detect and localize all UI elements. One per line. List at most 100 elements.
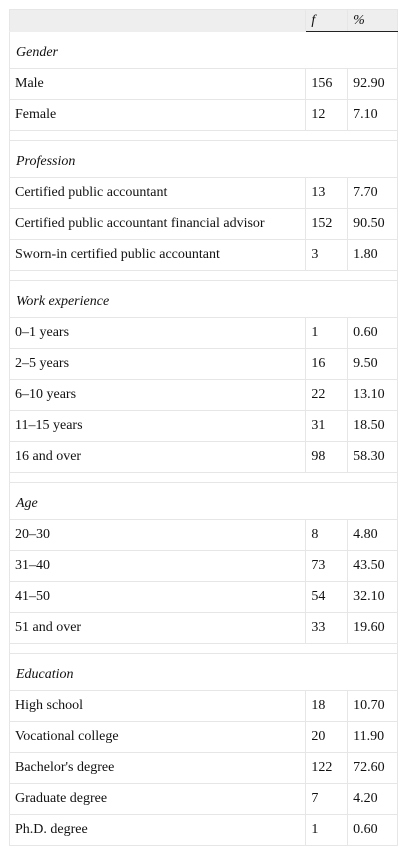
spacer-cell bbox=[9, 270, 398, 281]
spacer-cell bbox=[9, 643, 398, 654]
row-frequency: 7 bbox=[305, 783, 349, 815]
row-label: 16 and over bbox=[8, 441, 307, 473]
row-label: Vocational college bbox=[8, 721, 307, 753]
header-row: f % bbox=[8, 9, 398, 32]
row-label: Female bbox=[8, 99, 307, 131]
header-frequency: f bbox=[305, 9, 349, 32]
section-header-row: Work experience bbox=[9, 280, 398, 318]
table-row: 2–5 years 16 9.50 bbox=[8, 348, 398, 380]
table-row: Ph.D. degree 1 0.60 bbox=[8, 814, 398, 846]
table-row: Sworn-in certified public accountant 3 1.8… bbox=[8, 239, 398, 271]
row-frequency: 18 bbox=[305, 690, 349, 722]
row-label: 11–15 years bbox=[8, 410, 307, 442]
row-label: Bachelor's degree bbox=[8, 752, 307, 784]
row-label: 6–10 years bbox=[8, 379, 307, 411]
row-percent: 11.90 bbox=[347, 721, 398, 753]
row-percent: 58.30 bbox=[347, 441, 398, 473]
section-spacer bbox=[9, 270, 398, 281]
table-row: 51 and over 33 19.60 bbox=[8, 612, 398, 644]
table-row: 20–30 8 4.80 bbox=[8, 519, 398, 551]
row-label: High school bbox=[8, 690, 307, 722]
row-percent: 18.50 bbox=[347, 410, 398, 442]
row-label: 20–30 bbox=[8, 519, 307, 551]
row-label: 0–1 years bbox=[8, 317, 307, 349]
row-label: Certified public accountant bbox=[8, 177, 307, 209]
row-label: Certified public accountant financial ad… bbox=[8, 208, 307, 240]
table-row: 6–10 years 22 13.10 bbox=[8, 379, 398, 411]
section-title: Work experience bbox=[9, 280, 398, 318]
row-frequency: 98 bbox=[305, 441, 349, 473]
table-row: 16 and over 98 58.30 bbox=[8, 441, 398, 473]
row-percent: 72.60 bbox=[347, 752, 398, 784]
section-title: Gender bbox=[9, 31, 398, 69]
row-frequency: 73 bbox=[305, 550, 349, 582]
section-title: Education bbox=[9, 653, 398, 691]
row-percent: 13.10 bbox=[347, 379, 398, 411]
table-row: 0–1 years 1 0.60 bbox=[8, 317, 398, 349]
section-header-row: Age bbox=[9, 482, 398, 520]
row-frequency: 156 bbox=[305, 68, 349, 100]
row-percent: 9.50 bbox=[347, 348, 398, 380]
header-percent: % bbox=[347, 9, 398, 32]
row-label: 41–50 bbox=[8, 581, 307, 613]
table-row: Vocational college 20 11.90 bbox=[8, 721, 398, 753]
row-frequency: 122 bbox=[305, 752, 349, 784]
row-frequency: 20 bbox=[305, 721, 349, 753]
demographics-table: f % Gender Male 156 92.90 Female 12 7.10 Profes… bbox=[8, 9, 398, 846]
table-row: Bachelor's degree 122 72.60 bbox=[8, 752, 398, 784]
section-header-row: Education bbox=[9, 653, 398, 691]
row-frequency: 1 bbox=[305, 814, 349, 846]
row-frequency: 1 bbox=[305, 317, 349, 349]
row-percent: 1.80 bbox=[347, 239, 398, 271]
row-label: Graduate degree bbox=[8, 783, 307, 815]
section-spacer bbox=[9, 130, 398, 141]
table-row: Female 12 7.10 bbox=[8, 99, 398, 131]
table-row: 31–40 73 43.50 bbox=[8, 550, 398, 582]
row-percent: 0.60 bbox=[347, 814, 398, 846]
table-row: Certified public accountant financial ad… bbox=[8, 208, 398, 240]
row-percent: 7.10 bbox=[347, 99, 398, 131]
section-title: Age bbox=[9, 482, 398, 520]
row-frequency: 12 bbox=[305, 99, 349, 131]
row-label: 2–5 years bbox=[8, 348, 307, 380]
table-row: Graduate degree 7 4.20 bbox=[8, 783, 398, 815]
table-row: 11–15 years 31 18.50 bbox=[8, 410, 398, 442]
row-percent: 43.50 bbox=[347, 550, 398, 582]
row-label: Male bbox=[8, 68, 307, 100]
row-label: Sworn-in certified public accountant bbox=[8, 239, 307, 271]
row-percent: 4.80 bbox=[347, 519, 398, 551]
row-frequency: 152 bbox=[305, 208, 349, 240]
row-percent: 19.60 bbox=[347, 612, 398, 644]
table-row: Certified public accountant 13 7.70 bbox=[8, 177, 398, 209]
table-body: Gender Male 156 92.90 Female 12 7.10 Profession… bbox=[8, 31, 398, 846]
row-percent: 92.90 bbox=[347, 68, 398, 100]
row-frequency: 3 bbox=[305, 239, 349, 271]
spacer-cell bbox=[9, 130, 398, 141]
row-frequency: 8 bbox=[305, 519, 349, 551]
row-percent: 7.70 bbox=[347, 177, 398, 209]
row-percent: 90.50 bbox=[347, 208, 398, 240]
row-frequency: 54 bbox=[305, 581, 349, 613]
section-header-row: Gender bbox=[9, 31, 398, 69]
row-frequency: 33 bbox=[305, 612, 349, 644]
row-percent: 4.20 bbox=[347, 783, 398, 815]
row-frequency: 31 bbox=[305, 410, 349, 442]
table-row: 41–50 54 32.10 bbox=[8, 581, 398, 613]
row-frequency: 13 bbox=[305, 177, 349, 209]
section-title: Profession bbox=[9, 140, 398, 178]
section-spacer bbox=[9, 472, 398, 483]
section-header-row: Profession bbox=[9, 140, 398, 178]
row-frequency: 22 bbox=[305, 379, 349, 411]
spacer-cell bbox=[9, 472, 398, 483]
row-percent: 32.10 bbox=[347, 581, 398, 613]
row-percent: 0.60 bbox=[347, 317, 398, 349]
row-percent: 10.70 bbox=[347, 690, 398, 722]
row-label: 51 and over bbox=[8, 612, 307, 644]
row-frequency: 16 bbox=[305, 348, 349, 380]
header-blank-cell bbox=[8, 9, 307, 32]
section-spacer bbox=[9, 643, 398, 654]
table-row: High school 18 10.70 bbox=[8, 690, 398, 722]
row-label: 31–40 bbox=[8, 550, 307, 582]
table-row: Male 156 92.90 bbox=[8, 68, 398, 100]
row-label: Ph.D. degree bbox=[8, 814, 307, 846]
